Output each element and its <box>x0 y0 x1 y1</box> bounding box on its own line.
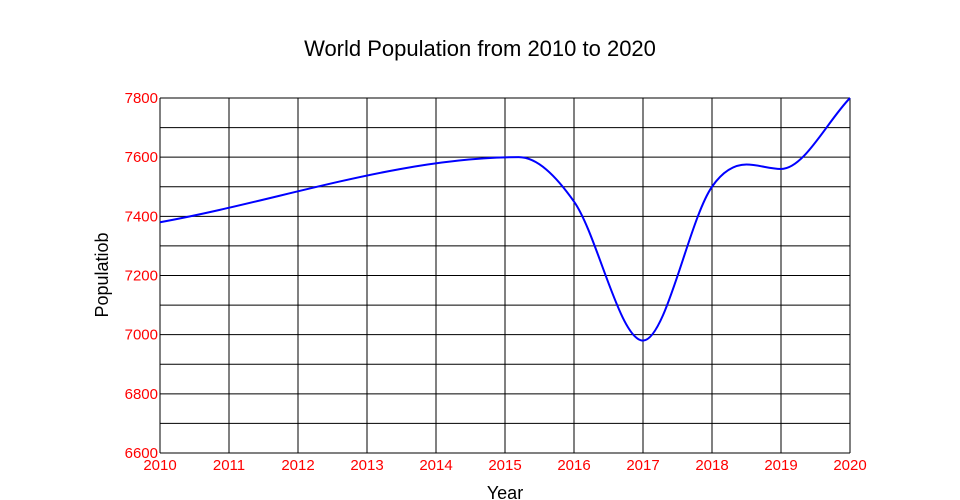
x-tick-label: 2011 <box>213 457 245 474</box>
x-tick-label: 2010 <box>143 457 176 474</box>
x-tick-label: 2020 <box>833 457 866 474</box>
y-tick-label: 6800 <box>125 386 158 403</box>
x-tick-label: 2012 <box>281 457 314 474</box>
x-tick-label: 2019 <box>764 457 797 474</box>
x-tick-label: 2013 <box>350 457 383 474</box>
y-axis-label: Populatiob <box>92 232 112 317</box>
y-tick-label: 7200 <box>125 268 158 285</box>
series-layer <box>159 97 851 342</box>
x-tick-label: 2018 <box>695 457 728 474</box>
x-tick-labels: 2010 2011 2012 2013 2014 2015 2016 2017 2018 2019… <box>143 457 866 474</box>
chart-title: World Population from 2010 to 2020 <box>304 36 656 61</box>
y-tick-label: 7600 <box>125 149 158 166</box>
y-tick-label: 6600 <box>125 445 158 462</box>
series-line-0 <box>159 97 851 342</box>
x-tick-label: 2014 <box>419 457 452 474</box>
x-tick-label: 2015 <box>488 457 521 474</box>
x-axis-label: Year <box>487 483 523 500</box>
grid <box>159 97 851 454</box>
x-tick-label: 2016 <box>557 457 590 474</box>
y-tick-labels: 6600 6800 7000 7200 7400 7600 7800 <box>125 90 158 462</box>
x-tick-label: 2017 <box>626 457 659 474</box>
y-tick-label: 7800 <box>125 90 158 107</box>
y-tick-label: 7400 <box>125 208 158 225</box>
y-tick-label: 7000 <box>125 327 158 344</box>
